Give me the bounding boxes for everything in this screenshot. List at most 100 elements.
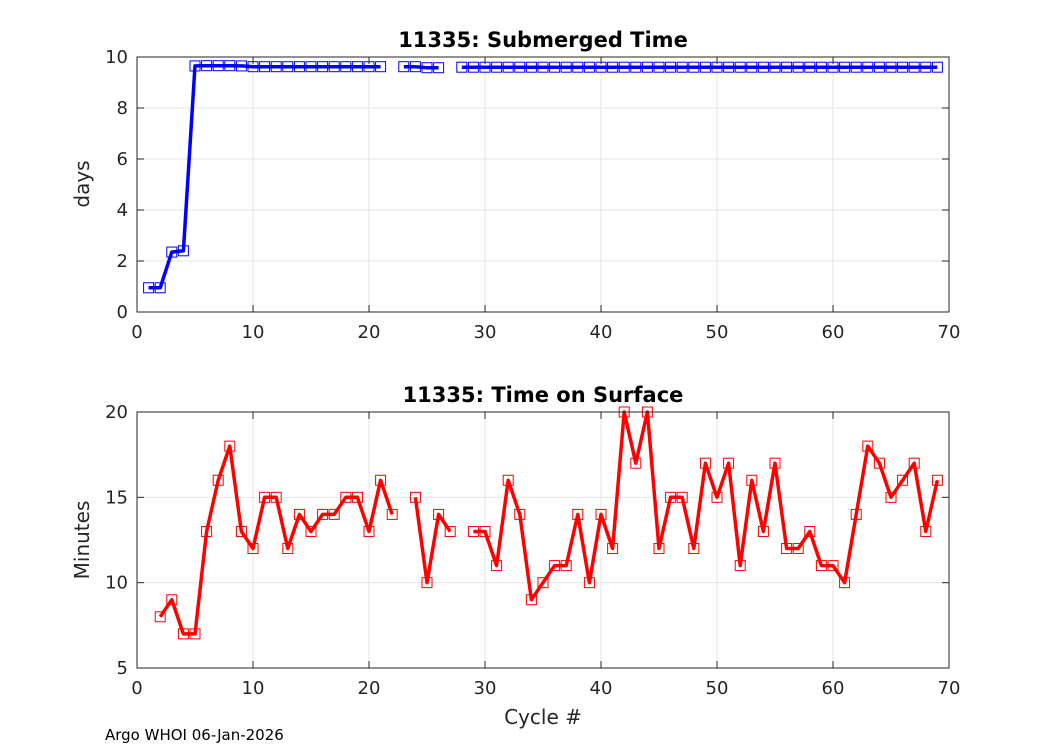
data-point-marker bbox=[537, 61, 549, 73]
x-tick-label: 60 bbox=[822, 678, 845, 699]
x-tick-label: 40 bbox=[590, 678, 613, 699]
x-tick-label: 70 bbox=[938, 678, 961, 699]
series-line bbox=[158, 444, 394, 636]
y-axis-label: Minutes bbox=[70, 501, 94, 580]
data-point-marker bbox=[282, 61, 294, 73]
y-tick-label: 10 bbox=[105, 573, 128, 594]
data-point-marker bbox=[537, 577, 549, 589]
data-point-marker bbox=[525, 594, 537, 606]
data-point-marker bbox=[491, 560, 503, 572]
data-point-marker bbox=[479, 525, 491, 537]
data-point-marker bbox=[409, 61, 421, 73]
data-point-marker bbox=[444, 525, 456, 537]
data-point-marker bbox=[618, 61, 630, 73]
data-point-marker bbox=[177, 628, 189, 640]
data-point-marker bbox=[212, 474, 224, 486]
data-point-marker bbox=[827, 560, 839, 572]
data-point-marker bbox=[375, 474, 387, 486]
data-point-marker bbox=[293, 508, 305, 520]
data-point-marker bbox=[166, 594, 178, 606]
data-point-marker bbox=[572, 61, 584, 73]
data-point-marker bbox=[583, 61, 595, 73]
data-point-marker bbox=[386, 508, 398, 520]
data-point-marker bbox=[421, 62, 433, 74]
data-point-marker bbox=[317, 61, 329, 73]
data-point-marker bbox=[143, 282, 155, 294]
series-line bbox=[403, 64, 439, 70]
data-point-marker bbox=[653, 61, 665, 73]
x-tick-label: 20 bbox=[358, 678, 381, 699]
data-point-marker bbox=[607, 543, 619, 555]
data-point-marker bbox=[514, 508, 526, 520]
data-point-marker bbox=[433, 62, 445, 74]
data-point-marker bbox=[363, 525, 375, 537]
data-point-marker bbox=[630, 61, 642, 73]
data-point-marker bbox=[757, 61, 769, 73]
data-point-marker bbox=[920, 525, 932, 537]
x-tick-label: 50 bbox=[706, 678, 729, 699]
data-point-marker bbox=[375, 61, 387, 73]
data-point-marker bbox=[560, 560, 572, 572]
data-point-marker bbox=[270, 491, 282, 503]
x-tick-label: 30 bbox=[474, 678, 497, 699]
chart-title: 11335: Submerged Time bbox=[398, 28, 688, 52]
data-point-marker bbox=[641, 61, 653, 73]
data-point-marker bbox=[688, 61, 700, 73]
data-point-marker bbox=[839, 577, 851, 589]
data-point-marker bbox=[885, 61, 897, 73]
grid bbox=[136, 56, 950, 313]
data-point-marker bbox=[757, 525, 769, 537]
data-point-marker bbox=[676, 61, 688, 73]
data-point-marker bbox=[804, 61, 816, 73]
data-point-marker bbox=[850, 508, 862, 520]
data-point-marker bbox=[665, 61, 677, 73]
data-point-marker bbox=[154, 282, 166, 294]
data-point-marker bbox=[351, 61, 363, 73]
y-tick-label: 0 bbox=[117, 302, 128, 323]
data-point-marker bbox=[665, 491, 677, 503]
data-point-marker bbox=[549, 61, 561, 73]
x-tick-label: 20 bbox=[358, 322, 381, 343]
data-point-marker bbox=[723, 61, 735, 73]
data-point-marker bbox=[177, 245, 189, 257]
data-point-marker bbox=[583, 577, 595, 589]
x-tick-label: 10 bbox=[242, 322, 265, 343]
data-point-marker bbox=[259, 61, 271, 73]
x-axis-label: Cycle # bbox=[504, 705, 582, 729]
y-tick-label: 10 bbox=[105, 47, 128, 68]
series bbox=[143, 60, 943, 294]
data-point-marker bbox=[897, 474, 909, 486]
data-point-marker bbox=[235, 525, 247, 537]
series-line bbox=[148, 63, 381, 290]
data-point-marker bbox=[317, 508, 329, 520]
x-tick-label: 10 bbox=[242, 678, 265, 699]
data-point-marker bbox=[201, 60, 213, 72]
data-point-marker bbox=[514, 61, 526, 73]
data-point-marker bbox=[908, 457, 920, 469]
data-point-marker bbox=[850, 61, 862, 73]
ticks: 0 10 20 30 40 50 60 70 0 2 4 6 8 10 bbox=[105, 47, 960, 343]
time-on-surface-panel: 11335: Time on Surface Minutes Cycle # 0… bbox=[70, 383, 960, 729]
y-tick-label: 2 bbox=[117, 251, 128, 272]
data-point-marker bbox=[328, 508, 340, 520]
data-point-marker bbox=[467, 525, 479, 537]
plot-frame bbox=[136, 411, 950, 669]
data-point-marker bbox=[931, 474, 943, 486]
x-tick-label: 30 bbox=[474, 322, 497, 343]
data-point-marker bbox=[699, 61, 711, 73]
y-tick-label: 4 bbox=[117, 200, 128, 221]
data-point-marker bbox=[804, 525, 816, 537]
data-point-marker bbox=[549, 560, 561, 572]
series bbox=[154, 406, 943, 640]
x-tick-label: 60 bbox=[822, 322, 845, 343]
x-tick-label: 50 bbox=[706, 322, 729, 343]
data-point-marker bbox=[815, 560, 827, 572]
data-point-marker bbox=[189, 60, 201, 72]
series-line bbox=[413, 497, 452, 585]
data-point-marker bbox=[224, 60, 236, 72]
data-point-marker bbox=[815, 61, 827, 73]
data-point-marker bbox=[734, 61, 746, 73]
data-point-marker bbox=[734, 560, 746, 572]
data-point-marker bbox=[154, 611, 166, 623]
